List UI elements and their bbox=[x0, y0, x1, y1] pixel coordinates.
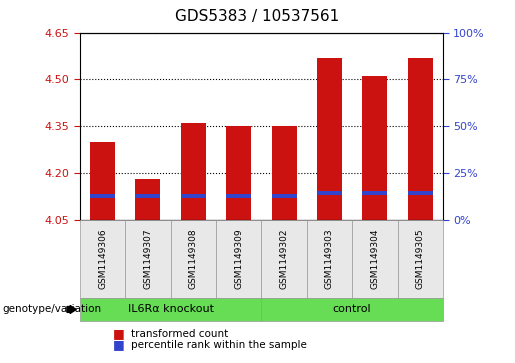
Bar bbox=[363, 76, 387, 220]
Text: ■: ■ bbox=[113, 338, 125, 351]
Bar bbox=[135, 179, 160, 220]
Text: GSM1149304: GSM1149304 bbox=[370, 228, 380, 289]
Bar bbox=[226, 194, 251, 199]
Text: GSM1149305: GSM1149305 bbox=[416, 228, 425, 289]
Bar bbox=[271, 194, 297, 199]
Text: GSM1149306: GSM1149306 bbox=[98, 228, 107, 289]
Bar bbox=[271, 126, 297, 220]
Text: GSM1149307: GSM1149307 bbox=[143, 228, 152, 289]
Bar bbox=[90, 142, 115, 220]
Bar bbox=[317, 58, 342, 220]
Text: GSM1149303: GSM1149303 bbox=[325, 228, 334, 289]
Text: GSM1149309: GSM1149309 bbox=[234, 228, 243, 289]
Text: GDS5383 / 10537561: GDS5383 / 10537561 bbox=[176, 9, 339, 24]
Bar bbox=[363, 191, 387, 195]
Bar bbox=[226, 126, 251, 220]
Bar bbox=[408, 191, 433, 195]
Text: GSM1149302: GSM1149302 bbox=[280, 228, 288, 289]
Text: ■: ■ bbox=[113, 327, 125, 340]
Bar bbox=[317, 191, 342, 195]
Bar bbox=[181, 194, 206, 199]
Text: transformed count: transformed count bbox=[131, 329, 229, 339]
Text: control: control bbox=[333, 305, 371, 314]
Bar bbox=[135, 194, 160, 199]
Bar bbox=[181, 123, 206, 220]
Bar bbox=[90, 194, 115, 199]
Bar bbox=[408, 58, 433, 220]
Text: IL6Rα knockout: IL6Rα knockout bbox=[128, 305, 214, 314]
Text: genotype/variation: genotype/variation bbox=[3, 305, 101, 314]
Text: percentile rank within the sample: percentile rank within the sample bbox=[131, 340, 307, 350]
Text: GSM1149308: GSM1149308 bbox=[189, 228, 198, 289]
